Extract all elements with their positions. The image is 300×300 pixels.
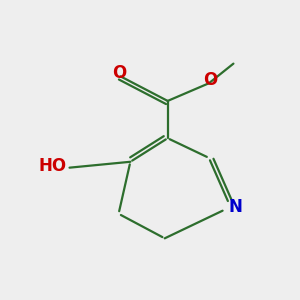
- Text: N: N: [229, 198, 243, 216]
- Text: O: O: [112, 64, 126, 82]
- Text: HO: HO: [38, 157, 67, 175]
- Text: O: O: [203, 71, 218, 89]
